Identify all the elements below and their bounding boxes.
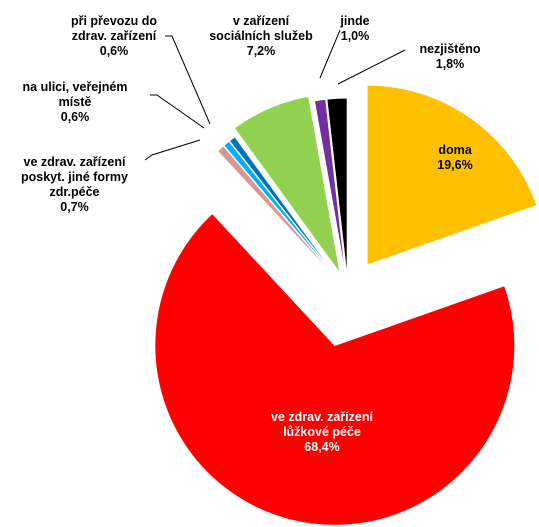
pie-slice — [326, 97, 348, 279]
slice-label: ve zdrav. zařízení poskyt. jiné formy zd… — [21, 155, 128, 214]
pie-slice — [233, 95, 341, 274]
pie-slice — [228, 136, 342, 283]
slice-label: při převozu do zdrav. zařízení 0,6% — [70, 14, 158, 58]
slice-label: v zařízení sociálních služeb 7,2% — [209, 14, 313, 58]
leader-line — [150, 94, 205, 129]
slices — [154, 84, 538, 526]
slice-label: ve zdrav. zařízení lůžkové péče 68,4% — [271, 410, 373, 454]
slice-label: doma 19,6% — [437, 143, 473, 172]
leader-line — [144, 139, 201, 161]
slice-label: na ulici, veřejném místě 0,6% — [22, 80, 128, 124]
leader-line — [337, 49, 406, 85]
leader-line — [319, 29, 341, 79]
slice-label: nezjištěno 1,8% — [419, 42, 481, 71]
pie-slice — [154, 212, 516, 526]
slice-label: jinde 1,0% — [340, 14, 370, 43]
pie-slice — [366, 84, 538, 266]
pie-slice — [313, 98, 347, 279]
leader-line — [165, 35, 211, 125]
